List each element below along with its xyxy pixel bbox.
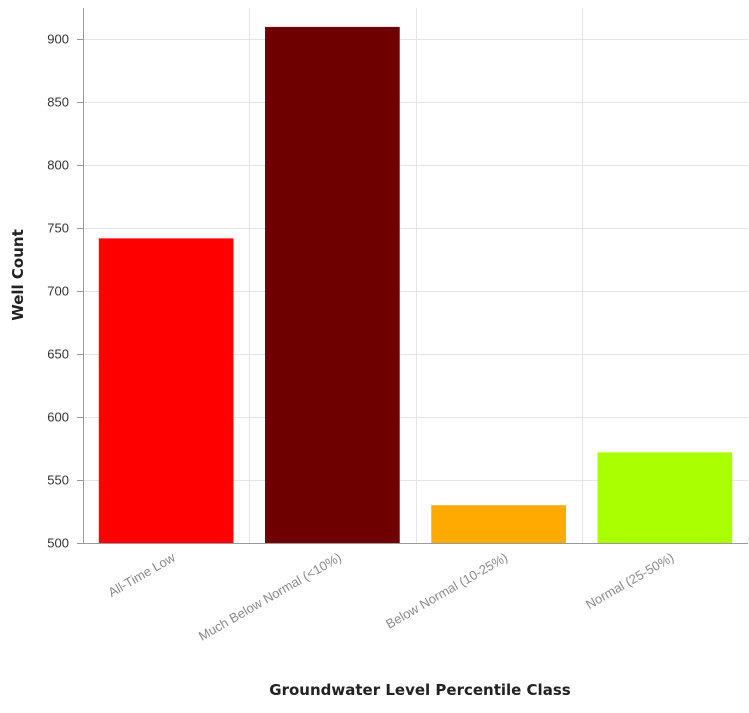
y-tick-label: 800 [47, 158, 69, 173]
y-axis-title: Well Count [9, 229, 27, 321]
y-tick-label: 600 [47, 410, 69, 425]
bar[interactable] [597, 452, 733, 543]
y-tick-label: 650 [47, 347, 69, 362]
bar[interactable] [98, 238, 234, 544]
y-tick-label: 700 [47, 284, 69, 299]
x-tick-label: Below Normal (10-25%) [383, 550, 510, 632]
x-tick-label: Normal (25-50%) [583, 550, 676, 612]
y-tick-label: 750 [47, 221, 69, 236]
bar[interactable] [265, 26, 400, 544]
y-tick-label: 500 [47, 536, 69, 551]
y-tick-label: 550 [47, 473, 69, 488]
bars [98, 26, 733, 544]
x-tick-label: All-Time Low [105, 549, 178, 600]
x-tick-label: Much Below Normal (<10%) [196, 550, 344, 644]
y-tick-label: 900 [47, 32, 69, 47]
axes [77, 8, 748, 544]
bar[interactable] [431, 505, 566, 543]
y-tick-label: 850 [47, 95, 69, 110]
x-tick-labels: All-Time Low Much Below Normal (<10%) Belo… [105, 549, 676, 643]
x-axis-title: Groundwater Level Percentile Class [269, 681, 570, 699]
y-tick-labels: 500 550 600 650 700 750 800 850 900 [47, 32, 69, 551]
